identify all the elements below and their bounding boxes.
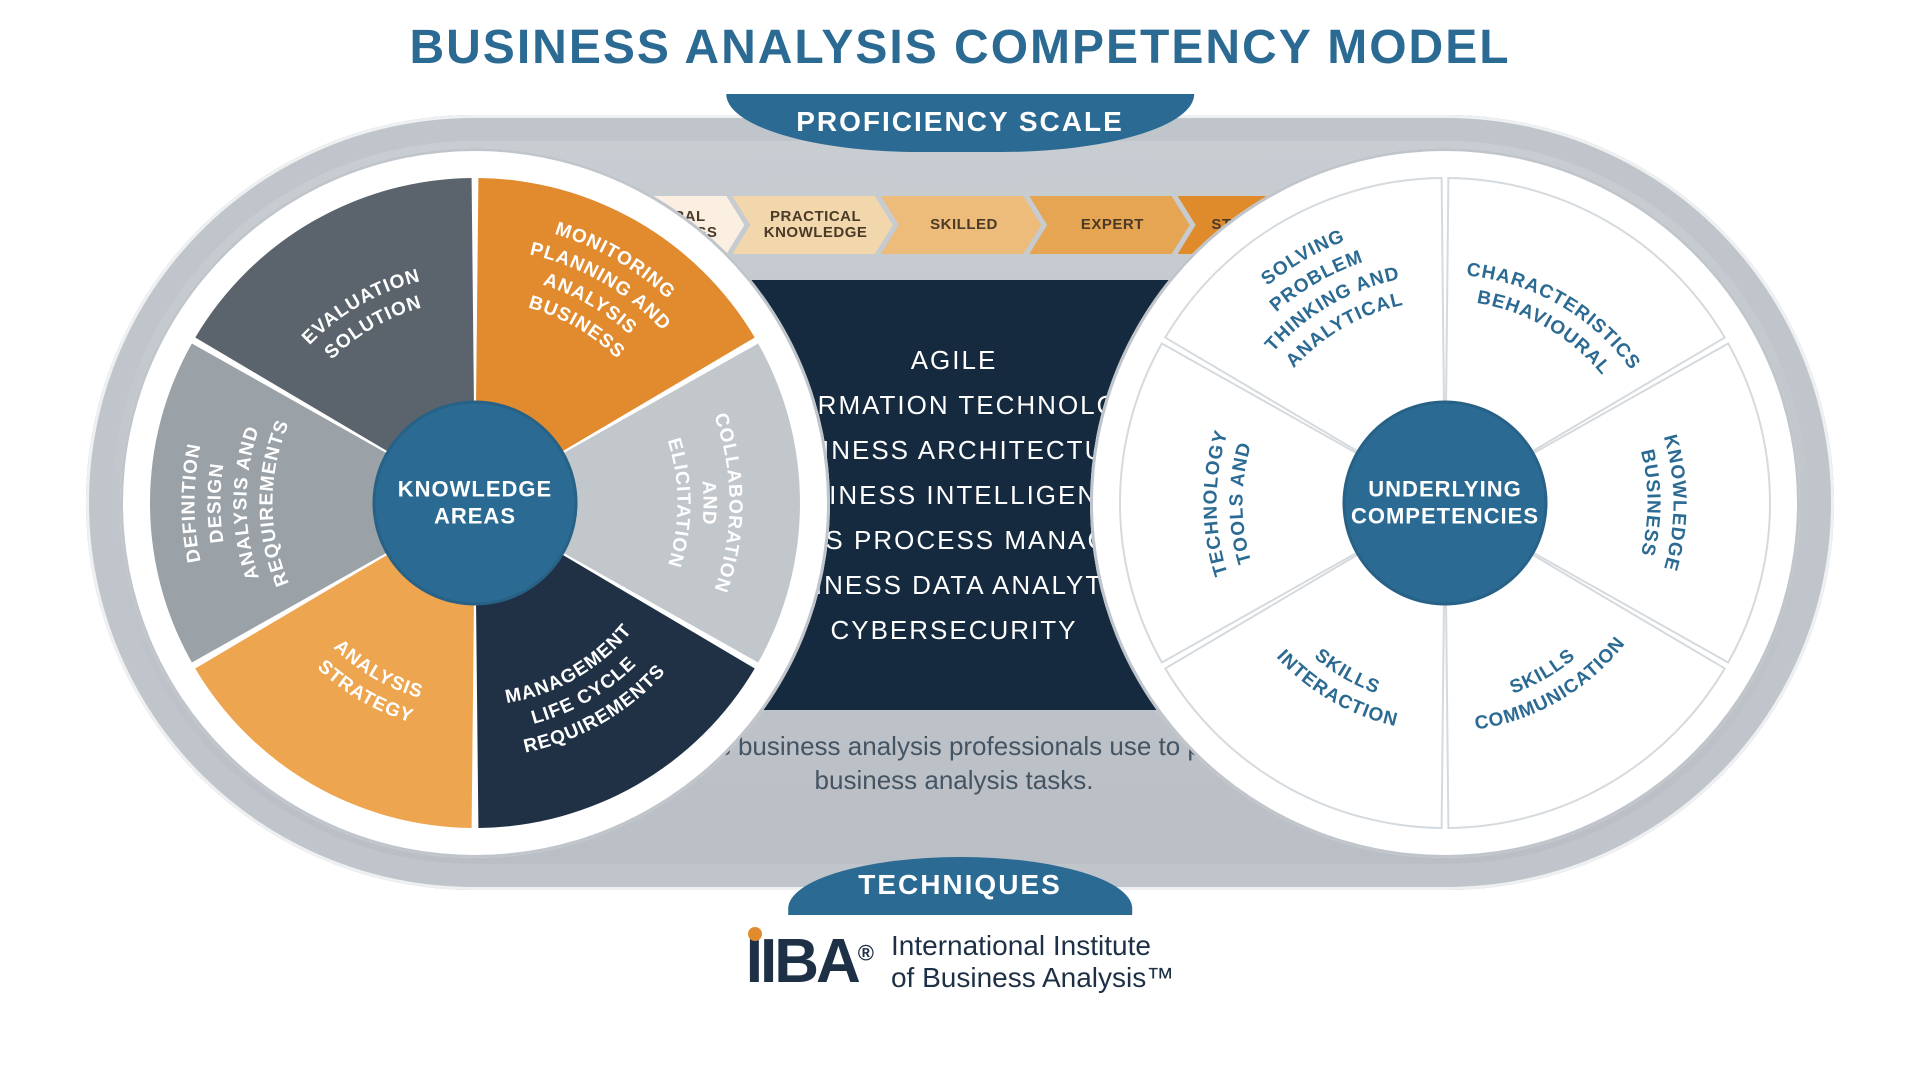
underlying-competencies-wheel: BEHAVIOURALCHARACTERISTICSBUSINESSKNOWLE… [1090, 148, 1800, 858]
logo-line2: of Business Analysis™ [891, 962, 1174, 994]
perspective-item: CYBERSECURITY [830, 615, 1077, 646]
page-title: BUSINESS ANALYSIS COMPETENCY MODEL [0, 20, 1920, 75]
underlying-competencies-hub: UNDERLYING COMPETENCIES [1343, 401, 1548, 606]
logo-letters: IIBA [746, 927, 858, 996]
logo-line1: International Institute [891, 930, 1174, 962]
iiba-logo: IIBA® International Institute of Busines… [0, 930, 1920, 994]
logo-dot-icon [748, 927, 762, 941]
knowledge-areas-hub: KNOWLEDGE AREAS [373, 401, 578, 606]
knowledge-areas-wheel: BUSINESSANALYSISPLANNING ANDMONITORINGEL… [120, 148, 830, 858]
registered-icon: ® [858, 941, 871, 966]
segment-label: DESIGN [204, 462, 228, 545]
logo-mark: IIBA® [746, 931, 871, 993]
perspective-item: AGILE [911, 345, 998, 376]
segment-label: AND [698, 480, 720, 526]
competency-model-diagram: BUSINESS ANALYSIS COMPETENCY MODEL PROFI… [0, 0, 1920, 1080]
proficiency-level-2: SKILLED [881, 196, 1041, 254]
logo-text: International Institute of Business Anal… [891, 930, 1174, 994]
